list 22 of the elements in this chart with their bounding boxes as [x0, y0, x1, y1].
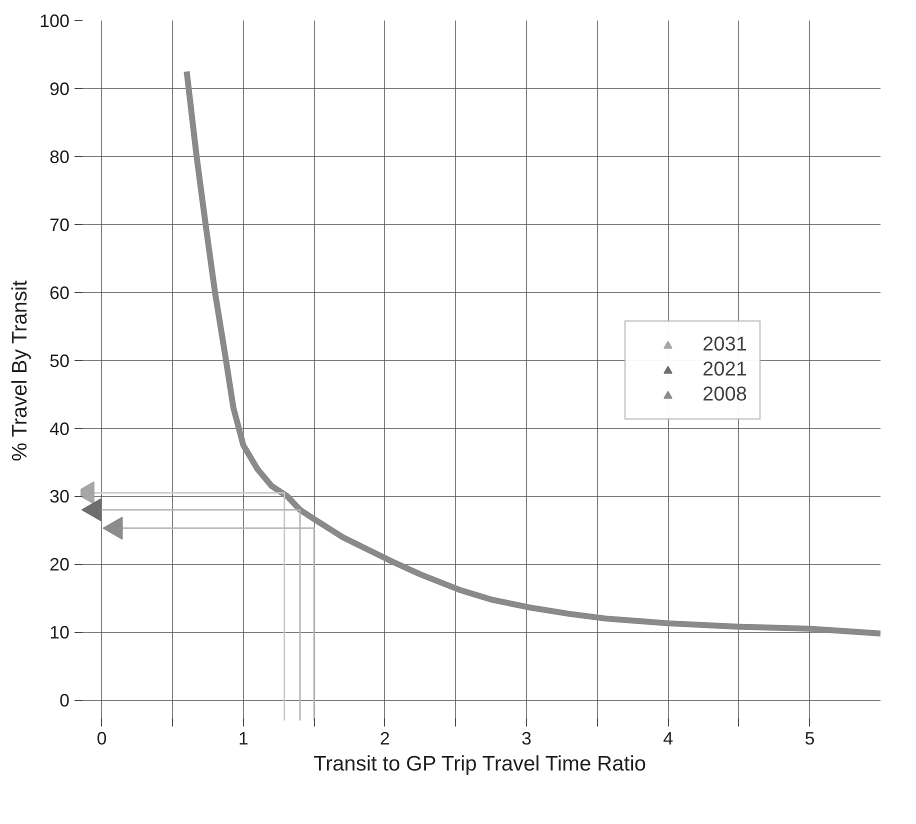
- legend-label: 2031: [702, 334, 747, 356]
- legend-label: 2008: [702, 384, 747, 406]
- y-tick-label: 70: [49, 214, 70, 235]
- y-tick-label: 90: [49, 78, 70, 99]
- y-tick-label: 0: [59, 690, 70, 711]
- y-tick-label: 50: [49, 350, 70, 371]
- y-tick-label: 30: [49, 486, 70, 507]
- y-tick-label: 100: [39, 11, 70, 31]
- x-tick-label: 5: [804, 728, 815, 748]
- y-tick-label: 20: [49, 554, 70, 575]
- y-axis-title: % Travel By Transit: [8, 280, 32, 462]
- x-tick-label: 2: [380, 728, 390, 748]
- y-tick-label: 10: [49, 622, 70, 643]
- x-tick-label: 4: [663, 728, 674, 748]
- y-tick-label: 80: [49, 146, 70, 167]
- x-tick-label: 1: [238, 728, 248, 748]
- x-tick-label: 0: [96, 728, 107, 748]
- y-tick-label: 60: [49, 282, 70, 303]
- x-tick-label: 3: [522, 728, 532, 748]
- legend-label: 2021: [702, 358, 747, 382]
- y-tick-label: 40: [49, 418, 70, 439]
- x-axis-title: Transit to GP Trip Travel Time Ratio: [313, 752, 646, 776]
